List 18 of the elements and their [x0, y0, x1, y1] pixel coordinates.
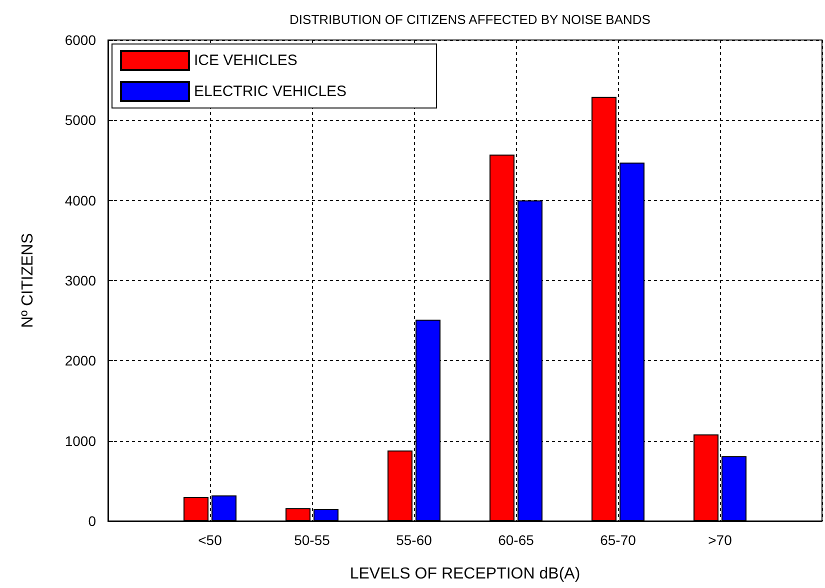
x-tick-label: >70 — [708, 532, 732, 548]
x-tick-label: 60-65 — [498, 532, 534, 548]
y-axis-title: Nº CITIZENS — [20, 233, 36, 328]
y-tick-label: 2000 — [64, 352, 96, 369]
y-tick-label: 1000 — [64, 432, 96, 449]
y-tick-label: 4000 — [64, 192, 96, 208]
legend-label: ELECTRIC VEHICLES — [194, 83, 347, 100]
x-tick-label: 55-60 — [396, 532, 432, 548]
y-tick-label: 3000 — [64, 272, 96, 288]
x-tick-label: <50 — [198, 532, 222, 548]
x-tick-label: 65-70 — [600, 532, 636, 548]
y-tick-label: 0 — [88, 513, 96, 529]
y-tick-label: 5000 — [64, 112, 96, 128]
y-tick-label: 6000 — [64, 32, 96, 48]
x-tick-label: 50-55 — [294, 532, 330, 548]
chart-title: DISTRIBUTION OF CITIZENS AFFECTED BY NOISE BANDS — [290, 12, 651, 27]
x-axis-title: LEVELS OF RECEPTION dB(A) — [350, 566, 580, 582]
legend-label: ICE VEHICLES — [194, 52, 298, 69]
